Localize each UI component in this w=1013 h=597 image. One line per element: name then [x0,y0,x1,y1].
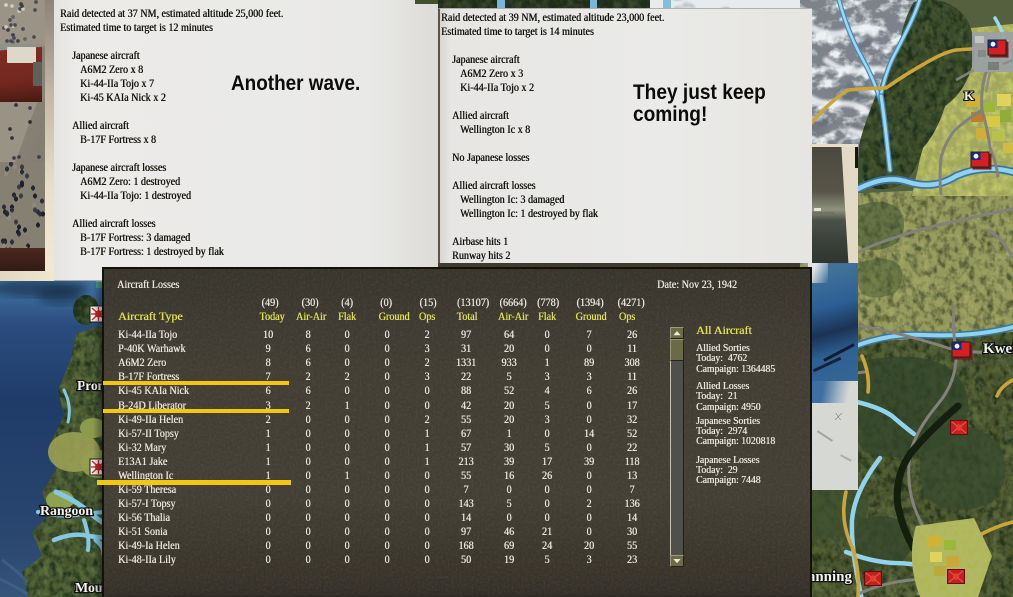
svg-text:K: K [964,88,975,103]
svg-text:Kweiyang: Kweiyang [983,341,1013,357]
svg-text:Rangoon: Rangoon [40,504,93,519]
